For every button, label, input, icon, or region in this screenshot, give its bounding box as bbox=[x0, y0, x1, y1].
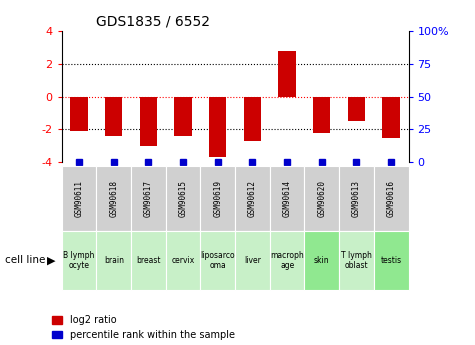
Text: GSM90612: GSM90612 bbox=[248, 180, 257, 217]
Text: skin: skin bbox=[314, 256, 330, 265]
Text: breast: breast bbox=[136, 256, 161, 265]
Bar bbox=[270, 166, 304, 231]
Bar bbox=[131, 166, 166, 231]
Bar bbox=[235, 166, 270, 231]
Text: liposarco
oma: liposarco oma bbox=[200, 251, 235, 270]
Bar bbox=[304, 231, 339, 290]
Bar bbox=[174, 97, 192, 136]
Bar bbox=[339, 166, 374, 231]
Text: B lymph
ocyte: B lymph ocyte bbox=[63, 251, 95, 270]
Bar bbox=[278, 51, 296, 97]
Text: T lymph
oblast: T lymph oblast bbox=[341, 251, 372, 270]
Legend: log2 ratio, percentile rank within the sample: log2 ratio, percentile rank within the s… bbox=[52, 315, 235, 340]
Text: testis: testis bbox=[380, 256, 402, 265]
Text: GSM90620: GSM90620 bbox=[317, 180, 326, 217]
Bar bbox=[235, 231, 270, 290]
Bar bbox=[270, 231, 304, 290]
Text: macroph
age: macroph age bbox=[270, 251, 304, 270]
Text: ▶: ▶ bbox=[47, 256, 55, 265]
Text: cell line: cell line bbox=[5, 256, 45, 265]
Bar bbox=[200, 166, 235, 231]
Bar bbox=[96, 166, 131, 231]
Text: GSM90619: GSM90619 bbox=[213, 180, 222, 217]
Bar bbox=[348, 97, 365, 121]
Text: GSM90613: GSM90613 bbox=[352, 180, 361, 217]
Bar bbox=[313, 97, 331, 132]
Text: GSM90615: GSM90615 bbox=[179, 180, 188, 217]
Text: cervix: cervix bbox=[171, 256, 195, 265]
Bar bbox=[244, 97, 261, 141]
Bar bbox=[339, 231, 374, 290]
Bar bbox=[374, 166, 408, 231]
Text: GSM90616: GSM90616 bbox=[387, 180, 396, 217]
Text: GSM90614: GSM90614 bbox=[283, 180, 292, 217]
Bar bbox=[304, 166, 339, 231]
Bar bbox=[166, 231, 200, 290]
Bar bbox=[374, 231, 408, 290]
Text: GDS1835 / 6552: GDS1835 / 6552 bbox=[96, 14, 210, 29]
Text: GSM90611: GSM90611 bbox=[75, 180, 84, 217]
Text: liver: liver bbox=[244, 256, 261, 265]
Text: brain: brain bbox=[104, 256, 124, 265]
Bar bbox=[62, 231, 96, 290]
Bar bbox=[70, 97, 88, 131]
Bar bbox=[200, 231, 235, 290]
Bar bbox=[131, 231, 166, 290]
Text: GSM90617: GSM90617 bbox=[144, 180, 153, 217]
Bar bbox=[62, 166, 96, 231]
Text: GSM90618: GSM90618 bbox=[109, 180, 118, 217]
Bar bbox=[105, 97, 123, 136]
Bar bbox=[96, 231, 131, 290]
Bar bbox=[140, 97, 157, 146]
Bar bbox=[382, 97, 400, 138]
Bar bbox=[209, 97, 227, 157]
Bar bbox=[166, 166, 200, 231]
